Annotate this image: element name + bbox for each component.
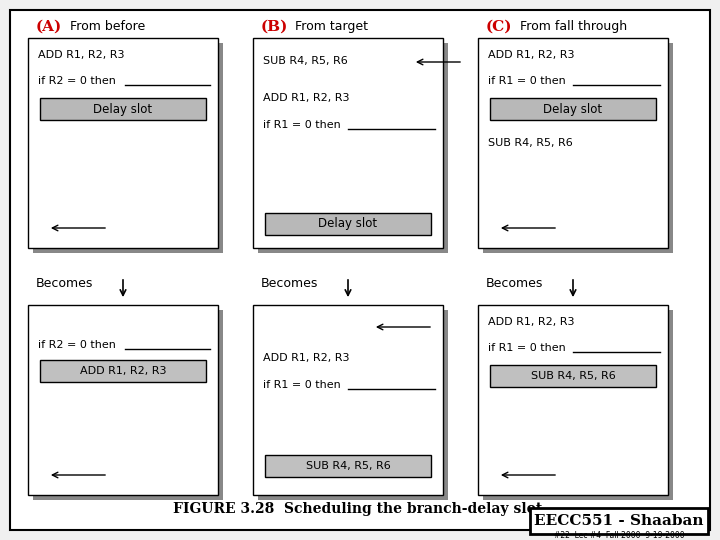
Bar bbox=[28, 305, 218, 495]
Text: Becomes: Becomes bbox=[486, 277, 544, 290]
Text: ADD R1, R2, R3: ADD R1, R2, R3 bbox=[488, 317, 575, 327]
Bar bbox=[490, 98, 656, 120]
Bar bbox=[258, 310, 448, 500]
Text: ADD R1, R2, R3: ADD R1, R2, R3 bbox=[488, 50, 575, 60]
Bar bbox=[28, 38, 218, 248]
Text: SUB R4, R5, R6: SUB R4, R5, R6 bbox=[531, 371, 616, 381]
Text: #22  Lec #4  Fall 2000  9-19-2000: #22 Lec #4 Fall 2000 9-19-2000 bbox=[554, 531, 684, 540]
Text: (A): (A) bbox=[36, 20, 62, 34]
Bar bbox=[265, 455, 431, 477]
Text: FIGURE 3.28  Scheduling the branch-delay slot.: FIGURE 3.28 Scheduling the branch-delay … bbox=[173, 502, 547, 516]
Text: EECC551 - Shaaban: EECC551 - Shaaban bbox=[534, 514, 703, 528]
Text: if R1 = 0 then: if R1 = 0 then bbox=[488, 76, 566, 86]
Bar bbox=[478, 305, 668, 495]
Text: From fall through: From fall through bbox=[520, 20, 627, 33]
Text: Delay slot: Delay slot bbox=[318, 218, 377, 231]
Text: if R1 = 0 then: if R1 = 0 then bbox=[263, 120, 341, 130]
Bar bbox=[530, 508, 708, 534]
Text: From before: From before bbox=[70, 20, 145, 33]
Bar bbox=[258, 43, 448, 253]
Text: Becomes: Becomes bbox=[36, 277, 94, 290]
Bar bbox=[490, 365, 656, 387]
Bar bbox=[483, 43, 673, 253]
Bar bbox=[33, 310, 223, 500]
Text: if R1 = 0 then: if R1 = 0 then bbox=[263, 380, 341, 390]
Bar bbox=[253, 38, 443, 248]
Text: From target: From target bbox=[295, 20, 368, 33]
Text: (C): (C) bbox=[486, 20, 513, 34]
Bar bbox=[33, 43, 223, 253]
Text: Becomes: Becomes bbox=[261, 277, 318, 290]
Text: ADD R1, R2, R3: ADD R1, R2, R3 bbox=[263, 353, 349, 363]
Text: if R2 = 0 then: if R2 = 0 then bbox=[38, 340, 116, 350]
Text: Delay slot: Delay slot bbox=[94, 103, 153, 116]
Text: (B): (B) bbox=[261, 20, 289, 34]
Text: SUB R4, R5, R6: SUB R4, R5, R6 bbox=[488, 138, 572, 148]
Bar bbox=[253, 305, 443, 495]
Bar bbox=[478, 38, 668, 248]
Bar bbox=[40, 98, 206, 120]
Text: SUB R4, R5, R6: SUB R4, R5, R6 bbox=[305, 461, 390, 471]
Bar bbox=[265, 213, 431, 235]
Text: ADD R1, R2, R3: ADD R1, R2, R3 bbox=[38, 50, 125, 60]
Text: if R2 = 0 then: if R2 = 0 then bbox=[38, 76, 116, 86]
Text: if R1 = 0 then: if R1 = 0 then bbox=[488, 343, 566, 353]
Text: Delay slot: Delay slot bbox=[544, 103, 603, 116]
Bar bbox=[40, 360, 206, 382]
Text: ADD R1, R2, R3: ADD R1, R2, R3 bbox=[263, 93, 349, 103]
Text: ADD R1, R2, R3: ADD R1, R2, R3 bbox=[80, 366, 166, 376]
Text: SUB R4, R5, R6: SUB R4, R5, R6 bbox=[263, 56, 348, 66]
Bar bbox=[483, 310, 673, 500]
